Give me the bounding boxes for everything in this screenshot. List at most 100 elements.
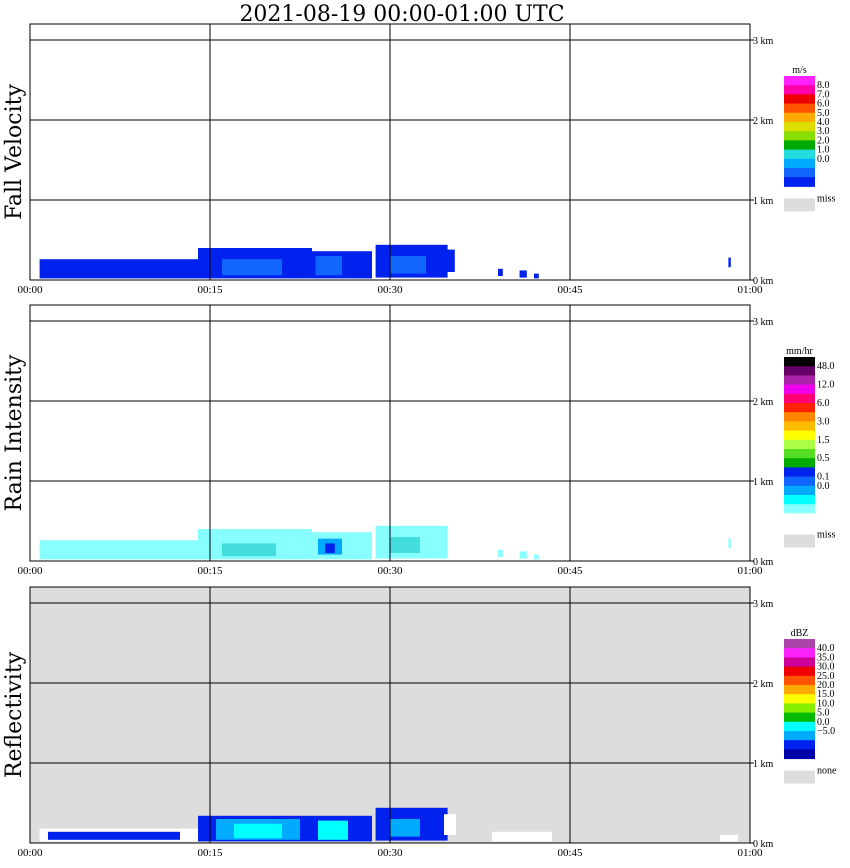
legend-swatch [784,158,815,169]
legend-swatch [784,85,815,95]
legend-swatch [784,393,815,404]
echo-mark [444,814,456,835]
legend-swatch [784,375,815,386]
echo-mark [390,256,426,274]
figure-title: 2021-08-19 00:00-01:00 UTC [239,2,564,27]
legend-unit: mm/hr [786,346,813,357]
x-tick-label: 00:00 [17,565,43,577]
legend-swatch [784,366,815,376]
echo-mark [519,551,527,559]
y-tick-label: 2 km [753,679,774,690]
echo-mark [534,554,539,560]
panel-ylabel: Fall Velocity [2,84,27,220]
legend-swatch [784,384,815,395]
legend-label: 1.5 [817,435,830,446]
legend-label: 7.0 [817,89,830,100]
legend-swatch [784,76,815,86]
legend-miss-swatch [784,198,815,212]
legend-swatch [784,504,815,514]
x-tick-label: 00:30 [377,284,403,296]
legend-swatch [784,648,815,658]
panel-ylabel: Rain Intensity [2,354,27,511]
legend-swatch [784,721,815,732]
echo-mark [492,831,552,842]
y-tick-label: 1 km [753,759,774,770]
legend-miss-swatch [784,770,815,784]
legend-swatch [784,712,815,723]
legend-swatch [784,403,815,413]
legend-miss-label: miss [817,530,835,541]
legend-label: 6.0 [817,398,830,409]
y-tick-label: 0 km [753,276,774,287]
legend-swatch [784,430,815,441]
x-tick-label: 00:00 [17,847,43,859]
x-tick-label: 00:15 [197,565,223,577]
legend-unit: m/s [792,65,807,76]
legend-miss-label: none [817,766,837,777]
x-tick-label: 00:45 [557,284,583,296]
legend-label: 10.0 [817,698,835,709]
echo-mark [498,549,503,557]
y-tick-label: 1 km [753,196,774,207]
legend-label: 0.0 [817,717,830,728]
y-tick-label: 0 km [753,557,774,568]
legend-unit: dBZ [791,628,809,639]
echo-mark [519,270,527,278]
legend-swatch [784,131,815,141]
echo-mark [222,543,276,557]
echo-mark [39,540,198,560]
echo-mark [720,835,738,842]
legend-label: 20.0 [817,680,835,691]
echo-mark [728,257,731,268]
legend-swatch [784,703,815,714]
legend-label: 4.0 [817,117,830,128]
echo-mark [442,249,455,272]
legend-swatch [784,675,815,686]
legend-swatch [784,103,815,114]
legend-label: 8.0 [817,80,830,91]
legend-swatch [784,357,815,367]
legend-swatch [784,149,815,160]
legend-label: 35.0 [817,652,835,663]
legend-swatch [784,467,815,478]
panel-ylabel: Reflectivity [2,651,27,778]
legend-swatch [784,168,815,178]
x-tick-label: 00:00 [17,284,43,296]
x-tick-label: 00:30 [377,565,403,577]
echo-mark [222,259,282,276]
legend-swatch [784,513,815,524]
legend-label: 48.0 [817,361,835,372]
legend-swatch [784,476,815,487]
legend-swatch [784,485,815,496]
legend-swatch [784,94,815,105]
legend-label: 30.0 [817,662,835,673]
legend-label: 0.0 [817,481,830,492]
legend-label: 1.0 [817,145,830,156]
echo-mark [234,823,282,839]
legend-swatch [784,731,815,741]
legend-miss-swatch [784,534,815,548]
panel-fall-velocity: 00:00 00:15 00:30 00:45 01:000 km 1 km 2 km 3 k… [2,23,835,296]
legend-label: 3.0 [817,416,830,427]
x-tick-label: 01:00 [737,565,763,577]
legend-label: 0.1 [817,472,830,483]
legend-swatch [784,421,815,432]
legend-label: 3.0 [817,126,830,137]
echo-mark [48,831,180,840]
x-tick-label: 00:15 [197,847,223,859]
legend-label: 12.0 [817,380,835,391]
legend-swatch [784,412,815,422]
legend-label: 15.0 [817,689,835,700]
legend-label: 5.0 [817,108,830,119]
legend-swatch [784,657,815,668]
plot-frame [29,304,751,562]
legend-label: 2.0 [817,135,830,146]
legend-label: 6.0 [817,99,830,110]
legend-label: 0.5 [817,453,830,464]
y-tick-label: 2 km [753,116,774,127]
legend-swatch [784,740,815,750]
echo-mark [39,259,198,279]
echo-mark [325,543,335,553]
echo-mark [498,268,503,276]
